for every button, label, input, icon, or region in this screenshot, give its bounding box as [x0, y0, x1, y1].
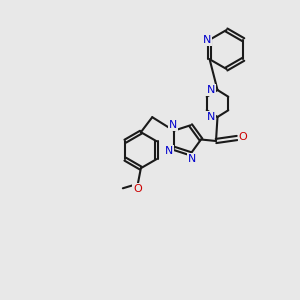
Text: N: N — [207, 112, 215, 122]
Text: N: N — [207, 85, 215, 95]
Text: N: N — [188, 154, 196, 164]
Text: N: N — [165, 146, 173, 156]
Text: N: N — [169, 120, 177, 130]
Text: O: O — [238, 132, 247, 142]
Text: O: O — [133, 184, 142, 194]
Text: N: N — [202, 35, 211, 45]
